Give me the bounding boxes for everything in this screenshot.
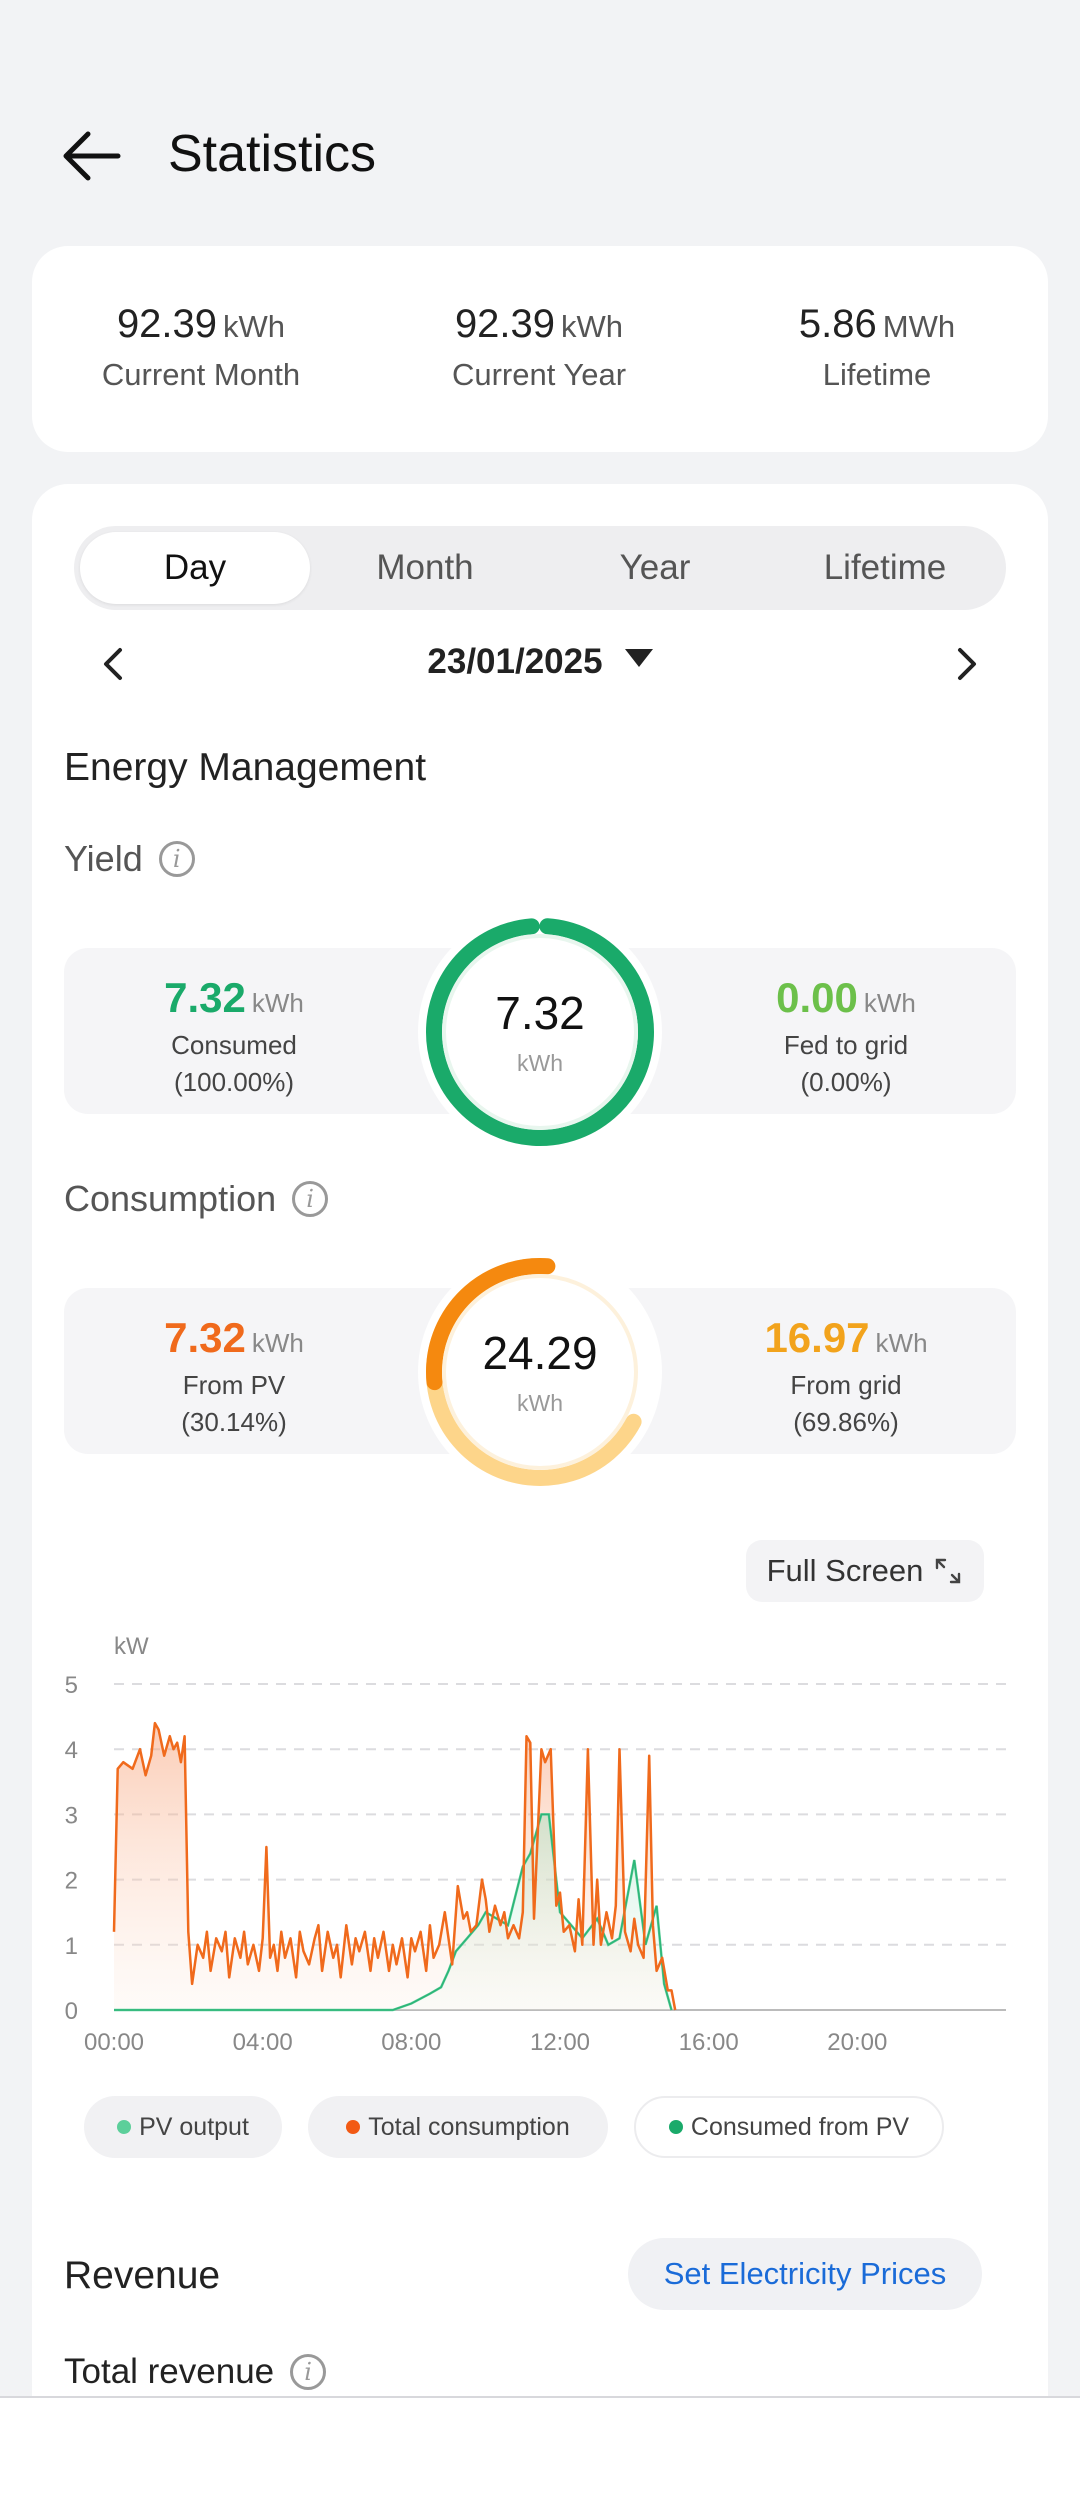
tab-month[interactable]: Month	[376, 548, 474, 587]
yield-consumed: 7.32 kWh Consumed (100.00%)	[84, 974, 384, 1098]
tab-lifetime[interactable]: Lifetime	[823, 548, 947, 587]
page-title: Statistics	[168, 125, 377, 183]
summary-label: Current Year	[451, 357, 627, 392]
summary-card: 92.39 kWh Current Month 92.39 kWh Current …	[32, 246, 1048, 452]
chevron-left-icon	[104, 648, 122, 680]
y-tick-label: 3	[65, 1802, 78, 1829]
x-tick-label: 12:00	[530, 2029, 590, 2056]
info-icon[interactable]: i	[158, 841, 195, 877]
header: Statistics	[0, 110, 1080, 200]
date-value: 23/01/2025	[427, 642, 603, 681]
total-revenue-title: Total revenue i	[64, 2352, 327, 2392]
yield-total-unit: kWh	[517, 1050, 563, 1076]
y-tick-label: 5	[65, 1672, 78, 1699]
period-tabs: Day Month Year Lifetime	[74, 526, 1006, 610]
yield-label: Yield	[64, 838, 143, 879]
unit: kWh	[875, 1328, 928, 1358]
legend-label: Total consumption	[368, 2112, 570, 2141]
summary-label: Lifetime	[822, 357, 932, 392]
summary-label: Current Month	[101, 357, 301, 392]
x-tick-label: 16:00	[679, 2029, 739, 2056]
legend-dot	[346, 2120, 361, 2134]
chevron-right-icon	[958, 648, 976, 680]
yield-total-value: 7.32	[495, 987, 585, 1039]
full-screen-label: Full Screen	[766, 1553, 924, 1588]
back-button[interactable]	[56, 124, 132, 188]
summary-value: 92.39	[116, 302, 218, 346]
legend-total-consumption[interactable]: Total consumption	[308, 2096, 608, 2158]
x-tick-label: 04:00	[233, 2029, 293, 2056]
yield-consumed-percent: (100.00%)	[174, 1067, 294, 1097]
revenue-title: Revenue	[64, 2254, 221, 2297]
legend-label: PV output	[139, 2112, 249, 2141]
total-revenue-label: Total revenue	[64, 2352, 275, 2391]
power-chart: kW 0 1 2 3 4 5 00:00 04:00 08:00 12:00 16:00 20:00	[65, 1633, 1006, 2056]
consumption-ring: 24.29 kWh	[416, 1248, 664, 1496]
y-axis-label: kW	[114, 1633, 149, 1660]
unit: kWh	[863, 988, 916, 1018]
energy-management-title: Energy Management	[64, 746, 427, 789]
summary-unit: kWh	[223, 309, 286, 344]
total-consumption-line	[112, 1721, 677, 2011]
legend-label: Consumed from PV	[690, 2112, 910, 2141]
summary-lifetime: 5.86 MWh Lifetime	[708, 302, 1046, 393]
yield-title: Yield i	[64, 838, 195, 880]
from-grid-percent: (69.86%)	[793, 1407, 899, 1437]
summary-unit: MWh	[882, 309, 956, 344]
yield-consumed-label: Consumed	[171, 1030, 297, 1060]
summary-current-year: 92.39 kWh Current Year	[370, 302, 708, 393]
info-icon[interactable]: i	[290, 2354, 327, 2390]
yield-fed-to-grid: 0.00 kWh Fed to grid (0.00%)	[696, 974, 996, 1098]
from-pv-value: 7.32	[164, 1314, 246, 1361]
consumption-from-pv: 7.32 kWh From PV (30.14%)	[84, 1314, 384, 1438]
summary-current-month: 92.39 kWh Current Month	[32, 302, 370, 393]
from-pv-label: From PV	[182, 1370, 286, 1400]
unit: kWh	[251, 988, 304, 1018]
y-tick-label: 1	[65, 1933, 78, 1960]
arrow-left-icon	[63, 131, 121, 181]
yield-fed-value: 0.00	[776, 974, 858, 1021]
summary-value: 5.86	[798, 302, 877, 346]
from-pv-percent: (30.14%)	[181, 1407, 287, 1437]
from-grid-label: From grid	[790, 1370, 902, 1400]
summary-value: 92.39	[454, 302, 556, 346]
consumed-from-pv-line	[114, 1813, 673, 2011]
x-tick-label: 08:00	[381, 2029, 441, 2056]
date-picker[interactable]: 23/01/2025	[74, 642, 1006, 682]
statistics-card: Day Month Year Lifetime 23/01/2025 Energ…	[32, 484, 1048, 2444]
set-electricity-prices-button[interactable]: Set Electricity Prices	[628, 2238, 982, 2310]
summary-unit: kWh	[561, 309, 624, 344]
legend-pv-output[interactable]: PV output	[84, 2096, 282, 2158]
yield-fed-label: Fed to grid	[783, 1030, 909, 1060]
unit: kWh	[251, 1328, 304, 1358]
yield-consumed-value: 7.32	[164, 974, 246, 1021]
expand-icon	[936, 1558, 961, 1584]
caret-down-icon	[624, 649, 653, 667]
consumption-label: Consumption	[64, 1178, 277, 1219]
y-tick-label: 2	[65, 1868, 78, 1895]
x-tick-label: 20:00	[827, 2029, 887, 2056]
bottom-bar	[0, 2396, 1080, 2520]
full-screen-button[interactable]: Full Screen	[746, 1540, 984, 1602]
legend-dot	[668, 2120, 683, 2134]
from-grid-value: 16.97	[764, 1314, 870, 1361]
previous-date-button[interactable]	[84, 634, 144, 694]
next-date-button[interactable]	[936, 634, 996, 694]
date-selector: 23/01/2025	[74, 624, 1006, 704]
y-tick-label: 0	[65, 1998, 78, 2025]
legend-dot	[117, 2120, 132, 2134]
consumption-total-value: 24.29	[482, 1327, 598, 1379]
consumption-total-unit: kWh	[517, 1390, 563, 1416]
yield-ring: 7.32 kWh	[416, 908, 664, 1156]
legend-consumed-from-pv[interactable]: Consumed from PV	[634, 2096, 944, 2158]
info-icon[interactable]: i	[292, 1181, 329, 1217]
y-tick-label: 4	[65, 1737, 78, 1764]
tab-year[interactable]: Year	[619, 548, 691, 587]
consumption-title: Consumption i	[64, 1178, 329, 1220]
yield-fed-percent: (0.00%)	[800, 1067, 892, 1097]
tab-day[interactable]: Day	[80, 532, 310, 604]
consumption-from-grid: 16.97 kWh From grid (69.86%)	[696, 1314, 996, 1438]
x-tick-label: 00:00	[84, 2029, 144, 2056]
